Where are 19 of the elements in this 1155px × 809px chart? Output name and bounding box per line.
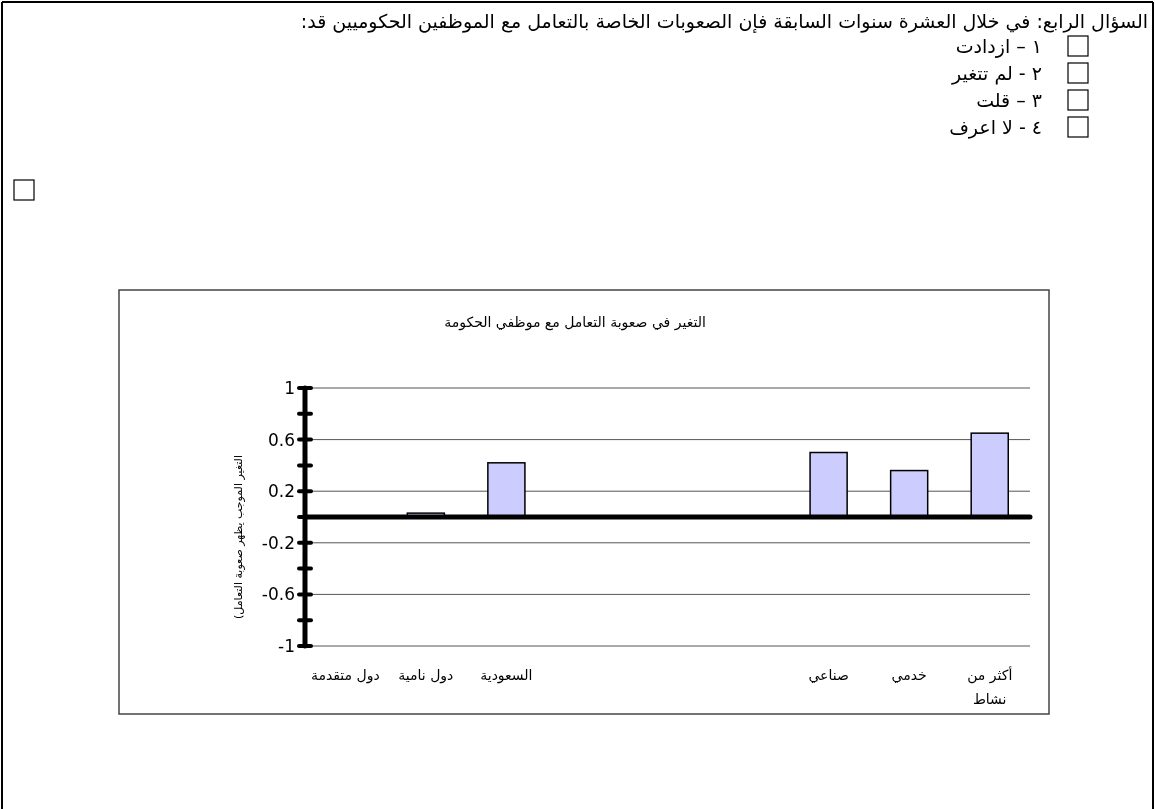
y-tick-label: -0.2 (261, 532, 295, 553)
x-tick-label: السعودية (480, 667, 533, 684)
x-tick-label: دول نامية (398, 667, 454, 684)
x-tick-label: خدمي (891, 667, 927, 684)
x-tick-label: صناعي (808, 667, 849, 684)
y-tick-label: -1 (278, 636, 295, 656)
text: ٢ - لم تتغير (950, 62, 1042, 85)
y-tick-label: 0.2 (267, 481, 295, 502)
text: ١ – ازدادت (955, 35, 1042, 58)
y-axis-title: التغير الموجب يظهر صعوبة التعامل) (232, 455, 245, 619)
y-tick-label: -0.6 (261, 584, 295, 605)
y-tick-label: 0.6 (267, 429, 295, 450)
x-tick-label: أكثر من نشاط (967, 666, 1013, 707)
text: السؤال الرابع: في خلال العشرة سنوات السابقة فإن الصعوبات الخاصة بالتعامل مع الموظفين الحكوميين قد: (300, 10, 1148, 34)
y-tick-label: 1 (284, 378, 295, 398)
text: ٤ - لا اعرف (949, 116, 1042, 139)
text: ٣ – قلت (976, 89, 1042, 111)
x-tick-label: دول متقدمة (310, 667, 380, 684)
chart-title: التغير في صعوبة التعامل مع موظفي الحكومة (444, 314, 706, 331)
